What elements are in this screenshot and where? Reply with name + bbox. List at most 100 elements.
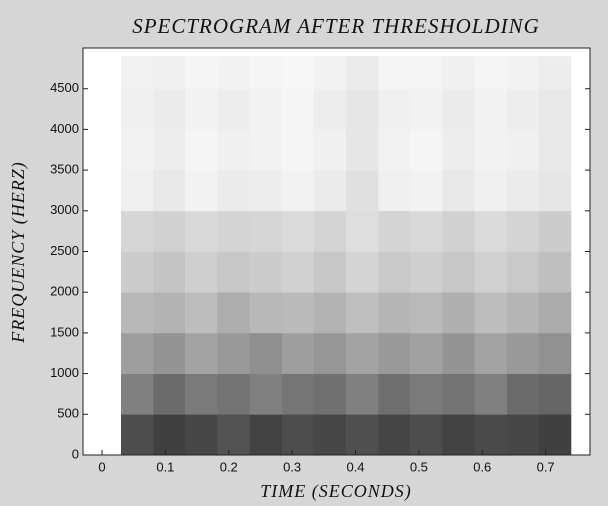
cell	[185, 332, 218, 374]
cell	[281, 170, 314, 212]
cell	[281, 332, 314, 374]
y-tick-label: 4000	[50, 121, 79, 136]
cell	[313, 332, 347, 374]
cell	[378, 210, 411, 252]
cell	[313, 88, 347, 130]
cell	[474, 251, 508, 293]
cell	[442, 414, 475, 456]
cell	[185, 129, 218, 171]
cell	[346, 414, 379, 456]
cell	[474, 170, 508, 212]
cell	[474, 210, 508, 252]
cell	[410, 88, 443, 130]
cell	[153, 292, 186, 334]
cell	[442, 332, 475, 374]
cell	[121, 414, 154, 456]
cell	[474, 332, 508, 374]
cell	[442, 129, 475, 171]
cell	[185, 414, 218, 456]
cell	[538, 88, 572, 130]
cell	[281, 292, 314, 334]
cell	[378, 292, 411, 334]
cell	[185, 251, 218, 293]
x-tick-label: 0.4	[346, 459, 364, 474]
cell	[378, 373, 411, 415]
cell	[538, 210, 572, 252]
cell	[121, 88, 154, 130]
cell	[153, 210, 186, 252]
plot-frame	[82, 47, 591, 456]
y-tick-label: 3000	[50, 202, 79, 217]
cell	[538, 332, 572, 374]
cell	[378, 170, 411, 212]
cell	[185, 373, 218, 415]
cell	[185, 88, 218, 130]
cell	[185, 292, 218, 334]
cell	[249, 210, 283, 252]
cell	[538, 129, 572, 171]
cell	[378, 251, 411, 293]
cell	[217, 292, 250, 334]
cell	[346, 373, 379, 415]
x-tick-label: 0.5	[410, 459, 428, 474]
cell	[442, 88, 475, 130]
cell	[410, 56, 443, 89]
cell	[474, 56, 508, 89]
cell	[346, 210, 379, 252]
cell	[249, 414, 283, 456]
cell	[538, 414, 572, 456]
cell	[538, 373, 572, 415]
cell	[538, 56, 572, 89]
cell	[217, 56, 250, 89]
cell	[121, 210, 154, 252]
cell	[153, 332, 186, 374]
cell	[442, 251, 475, 293]
x-tick-label: 0.2	[220, 459, 238, 474]
y-tick-label: 2000	[50, 284, 79, 299]
cell	[442, 56, 475, 89]
cell	[281, 88, 314, 130]
y-tick-label: 500	[57, 406, 79, 421]
cell	[410, 292, 443, 334]
x-tick-label: 0.3	[283, 459, 301, 474]
cell	[249, 373, 283, 415]
cell	[378, 56, 411, 89]
cell	[281, 251, 314, 293]
cell	[217, 210, 250, 252]
y-tick-label: 2500	[50, 243, 79, 258]
cell	[281, 56, 314, 89]
y-tick-label: 0	[72, 446, 79, 461]
cell	[281, 414, 314, 456]
cell	[346, 292, 379, 334]
cell	[474, 88, 508, 130]
cell	[153, 129, 186, 171]
cell	[249, 251, 283, 293]
cell	[249, 332, 283, 374]
cell	[442, 373, 475, 415]
cell	[346, 88, 379, 130]
cell	[506, 56, 539, 89]
cell	[185, 170, 218, 212]
cell	[410, 170, 443, 212]
cell	[506, 292, 539, 334]
cell	[410, 373, 443, 415]
cell	[506, 170, 539, 212]
cell	[474, 414, 508, 456]
chart-title: SPECTROGRAM AFTER THRESHOLDING	[132, 14, 540, 38]
cell	[121, 129, 154, 171]
cell	[506, 332, 539, 374]
cell	[346, 251, 379, 293]
cell	[281, 210, 314, 252]
cell	[217, 332, 250, 374]
cell	[313, 170, 347, 212]
cell	[378, 332, 411, 374]
cell	[442, 292, 475, 334]
cell	[121, 251, 154, 293]
cell	[121, 56, 154, 89]
cell	[217, 414, 250, 456]
cell	[217, 170, 250, 212]
cell	[249, 170, 283, 212]
cell	[281, 129, 314, 171]
cell	[153, 170, 186, 212]
cell	[313, 129, 347, 171]
